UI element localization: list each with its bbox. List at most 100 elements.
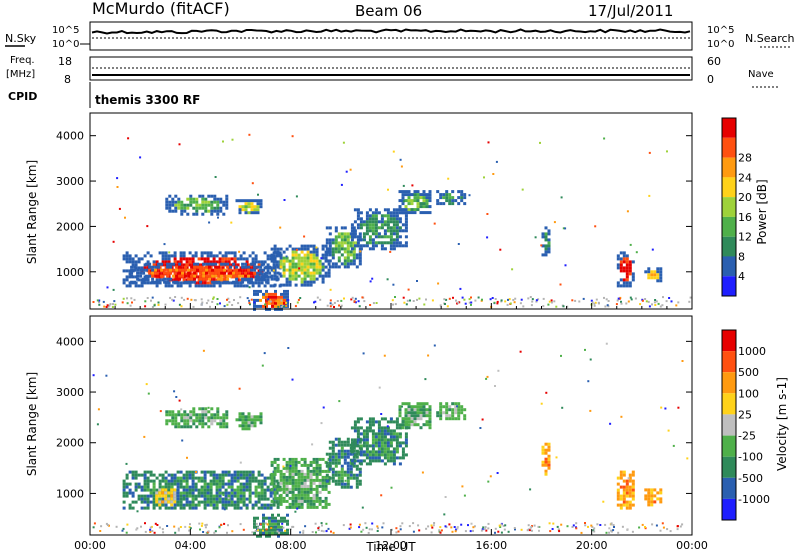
range-cell — [151, 274, 155, 278]
noise-cell — [135, 528, 138, 531]
range-cell — [356, 435, 360, 439]
scatter-region — [235, 199, 263, 215]
range-cell — [161, 254, 165, 258]
range-cell — [177, 413, 181, 417]
range-cell — [268, 295, 271, 299]
range-cell — [149, 479, 153, 483]
noise-cell — [124, 216, 126, 219]
range-cell — [445, 199, 449, 203]
range-cell — [143, 500, 147, 504]
range-cell — [134, 476, 138, 480]
range-cell — [178, 262, 182, 266]
range-cell — [211, 271, 215, 275]
range-cell — [209, 494, 213, 498]
range-cell — [191, 488, 195, 492]
noise-cell — [255, 522, 258, 525]
range-cell — [362, 453, 366, 457]
range-cell — [294, 466, 298, 470]
range-cell — [346, 259, 350, 263]
range-cell — [349, 470, 353, 474]
range-cell — [274, 301, 277, 305]
range-cell — [368, 223, 372, 227]
range-cell — [309, 460, 313, 464]
range-cell — [294, 256, 298, 260]
range-cell — [425, 202, 429, 206]
range-cell — [407, 193, 411, 197]
range-cell — [182, 263, 186, 267]
range-cell — [271, 525, 274, 529]
range-cell — [146, 470, 150, 474]
range-cell — [422, 411, 426, 415]
noise-cell — [477, 296, 480, 299]
range-cell — [216, 197, 220, 201]
range-cell — [416, 193, 420, 197]
range-cell — [235, 265, 239, 269]
range-cell — [268, 519, 271, 523]
noise-cell — [145, 383, 148, 386]
range-cell — [238, 418, 242, 422]
range-cell — [340, 455, 344, 459]
noise-cell — [456, 527, 459, 530]
range-cell — [248, 488, 252, 492]
range-cell — [203, 488, 207, 492]
range-cell — [244, 265, 248, 269]
range-cell — [186, 197, 190, 201]
noise-cell — [666, 528, 669, 531]
range-cell — [404, 241, 408, 245]
range-cell — [389, 217, 393, 221]
range-cell — [343, 452, 347, 456]
range-cell — [185, 485, 189, 489]
range-cell — [263, 488, 267, 492]
range-cell — [191, 470, 195, 474]
range-cell — [631, 272, 635, 276]
noise-cell — [425, 527, 428, 530]
noise-cell — [279, 226, 282, 229]
noise-cell — [340, 183, 343, 186]
range-cell — [203, 470, 207, 474]
range-cell — [265, 531, 268, 535]
range-cell — [392, 208, 396, 212]
range-cell — [195, 197, 199, 201]
noise-cell — [358, 526, 361, 529]
scatter-region — [541, 442, 551, 476]
noise-cell — [151, 306, 154, 308]
noise-cell — [484, 528, 487, 531]
range-cell — [401, 420, 405, 424]
noise-cell — [537, 298, 540, 301]
range-cell — [374, 214, 378, 218]
range-cell — [628, 494, 632, 498]
range-cell — [241, 262, 245, 266]
range-cell — [328, 458, 332, 462]
range-cell — [358, 482, 362, 486]
range-cell — [324, 244, 328, 248]
range-cell — [628, 473, 632, 477]
range-cell — [170, 497, 174, 501]
range-cell — [215, 479, 219, 483]
range-cell — [346, 452, 350, 456]
range-cell — [303, 478, 307, 482]
range-cell — [185, 497, 189, 501]
noise-cell — [181, 439, 184, 442]
range-cell — [303, 484, 307, 488]
range-cell — [547, 463, 551, 467]
noise-cell — [417, 524, 420, 527]
range-cell — [182, 503, 186, 507]
range-cell — [259, 531, 262, 535]
noise-cell — [217, 216, 219, 219]
range-cell — [230, 497, 234, 501]
range-cell — [245, 488, 249, 492]
range-cell — [186, 422, 190, 426]
range-cell — [197, 503, 201, 507]
range-cell — [263, 494, 267, 498]
range-cell — [269, 503, 273, 507]
range-cell — [416, 405, 420, 409]
range-cell — [368, 456, 372, 460]
range-cell — [346, 265, 350, 269]
range-cell — [413, 193, 417, 197]
range-cell — [647, 488, 651, 492]
range-cell — [238, 415, 242, 419]
range-cell — [425, 411, 429, 415]
noise-cell — [627, 300, 630, 303]
noise-cell — [320, 422, 323, 425]
range-cell — [280, 516, 283, 520]
